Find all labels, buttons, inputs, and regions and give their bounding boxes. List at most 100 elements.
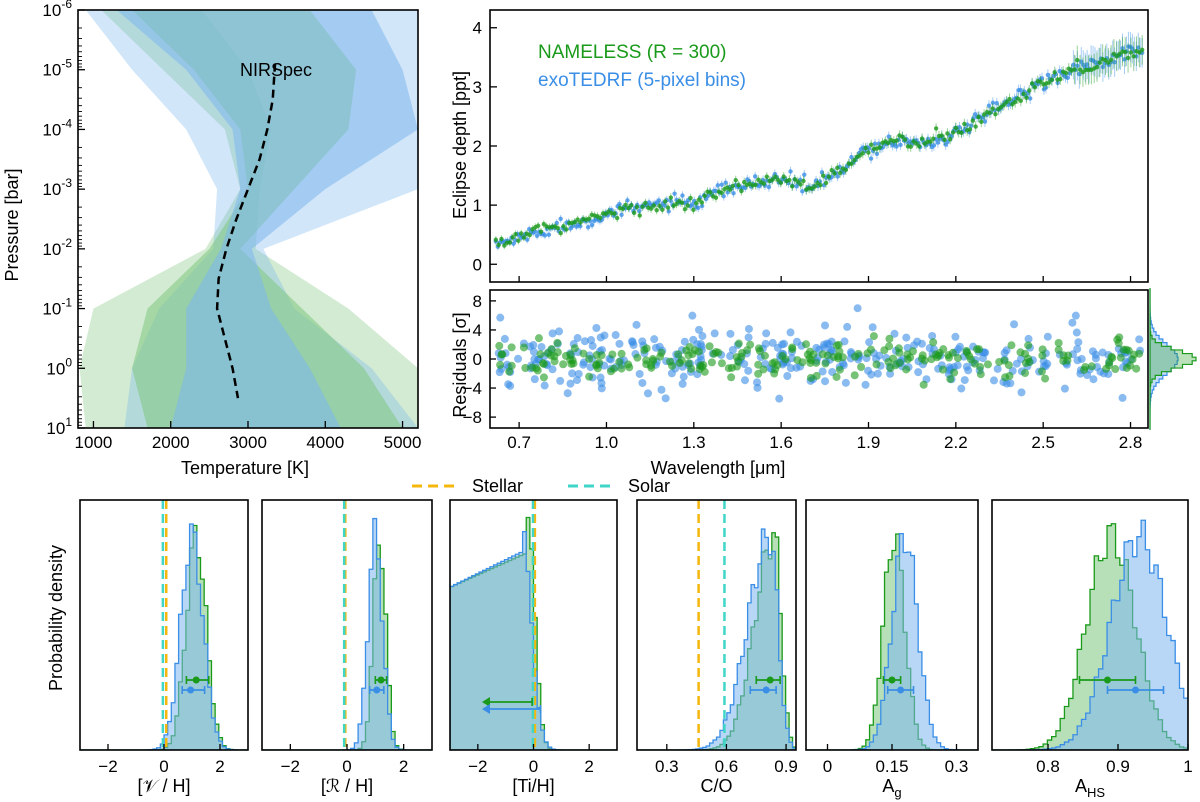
posterior-xtick-label: 0.9: [774, 757, 798, 776]
residual-point-exotedrf: [643, 389, 652, 398]
pt-ylabel: Pressure [bar]: [2, 168, 22, 281]
residual-point-nameless: [818, 350, 827, 359]
residual-point-exotedrf: [638, 378, 647, 387]
posterior-panel-1: −2 0 2 [𝒱 / H]: [79, 499, 249, 796]
residual-point-exotedrf: [726, 352, 735, 361]
residual-point-exotedrf: [657, 385, 666, 394]
spectrum-point: [1043, 85, 1049, 90]
residual-point-nameless: [919, 380, 928, 389]
spectrum-point: [1075, 57, 1080, 63]
spectrum-point: [725, 190, 730, 195]
posterior-xtick-label: 0.8: [1036, 757, 1060, 776]
spectrum-ylabel: Eclipse depth [ppt]: [450, 71, 470, 219]
pt-ytick-base: 10: [42, 120, 61, 139]
pt-ytick-base: 10: [42, 300, 61, 319]
residual-point-nameless: [609, 364, 618, 373]
spectrum-point: [617, 202, 622, 207]
posterior-median-nameless: [1104, 676, 1111, 684]
spectrum-point: [1018, 87, 1023, 93]
spectrum-point: [795, 179, 801, 184]
spectrum-point: [778, 180, 784, 186]
residual-point-exotedrf: [773, 343, 782, 352]
posterior-hists: [806, 532, 978, 750]
residual-point-nameless: [929, 338, 938, 347]
residual-point-nameless: [1081, 362, 1090, 371]
spectrum-point: [787, 177, 792, 183]
residual-point-nameless: [688, 350, 697, 359]
residual-point-exotedrf: [1091, 354, 1100, 363]
pt-ytick-exp: 1: [65, 415, 72, 429]
residuals-xtick-label: 2.2: [944, 433, 968, 452]
posterior-panel-2: −2 0 2 [ℛ / H]: [261, 499, 433, 796]
residual-point-exotedrf: [1072, 328, 1081, 337]
spectrum-point: [625, 198, 630, 203]
residual-point-nameless: [668, 361, 677, 370]
spectrum-point: [1027, 88, 1032, 93]
residual-point-exotedrf: [611, 331, 620, 340]
residual-point-nameless: [760, 351, 769, 360]
residual-point-exotedrf: [913, 337, 922, 346]
residual-point-nameless: [743, 346, 752, 355]
residual-point-nameless: [771, 365, 780, 374]
posterior-xtick-label: 0.9: [1106, 757, 1130, 776]
spectrum-point: [898, 142, 903, 148]
spectrum-point: [705, 193, 711, 199]
spectrum-point: [869, 142, 874, 147]
spectrum-point: [908, 144, 913, 149]
residual-point-nameless: [812, 358, 821, 367]
residual-point-nameless: [885, 342, 894, 351]
spectrum-point: [948, 137, 953, 142]
spectrum-point: [835, 165, 840, 171]
spectrum-point: [736, 182, 741, 188]
spectrum-point: [708, 190, 713, 195]
residual-point-exotedrf: [537, 342, 546, 351]
pt-ytick-base: 10: [42, 1, 61, 20]
pt-ytick-label: 10-5: [42, 57, 72, 80]
spectrum-point: [578, 220, 583, 225]
spectrum-point: [699, 200, 705, 205]
posterior-xtick-label: 1: [1183, 757, 1192, 776]
spectrum-point: [885, 140, 891, 146]
residual-point-nameless: [802, 340, 811, 349]
residual-point-exotedrf: [698, 332, 707, 341]
residual-point-nameless: [617, 364, 626, 373]
pt-ytick-base: 10: [46, 359, 65, 378]
residual-point-nameless: [1114, 339, 1123, 348]
spectrum-point: [761, 181, 767, 186]
posterior-xtick-label: 0: [823, 757, 832, 776]
spectrum-point: [849, 154, 854, 160]
spectrum-point: [1027, 96, 1033, 101]
residual-point-nameless: [759, 365, 768, 374]
residual-point-nameless: [755, 346, 764, 355]
residual-point-exotedrf: [960, 376, 969, 385]
spectrum-point: [660, 207, 665, 212]
residual-point-nameless: [869, 332, 878, 341]
spectrum-point: [654, 207, 659, 213]
spectrum-point: [527, 232, 532, 238]
residual-point-nameless: [939, 345, 948, 354]
spectrum-point: [939, 133, 944, 138]
residual-point-nameless: [754, 369, 763, 378]
pt-profile-panel: 1000 2000 3000 4000 500010-610-510-410-310-2…: [42, 0, 421, 452]
posterior-upperlimit-arrow: [482, 704, 490, 714]
spectrum-point: [694, 201, 699, 206]
spectrum-point: [672, 191, 677, 196]
residual-point-exotedrf: [744, 324, 753, 333]
residual-point-nameless: [539, 373, 548, 382]
spectrum-point: [555, 225, 561, 231]
residual-point-nameless: [579, 349, 588, 358]
spectrum-point: [513, 232, 518, 237]
residual-point-nameless: [821, 359, 830, 368]
posterior-upperlimit-arrow: [482, 697, 490, 707]
residual-point-exotedrf: [951, 332, 960, 341]
spectrum-point: [534, 233, 540, 238]
spectrum-point: [826, 174, 832, 179]
posterior-xtick-label: 0.3: [655, 757, 679, 776]
spectrum-point: [713, 195, 719, 200]
residual-point-exotedrf: [868, 323, 877, 332]
residual-point-nameless: [559, 360, 568, 369]
spectrum-point: [1122, 57, 1127, 62]
residual-point-nameless: [863, 349, 872, 358]
residual-point-exotedrf: [775, 394, 784, 403]
